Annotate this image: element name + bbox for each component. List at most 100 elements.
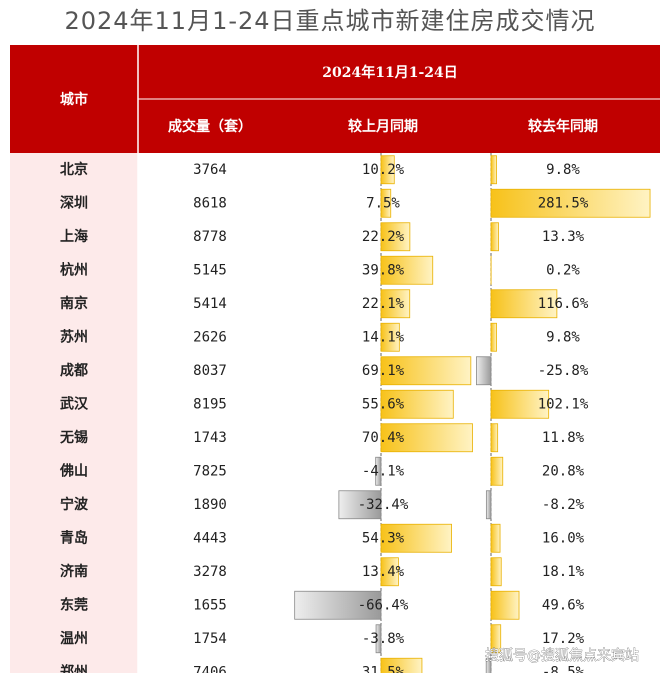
data-bar: [490, 456, 504, 486]
data-bar: [380, 523, 452, 553]
percent: -3.8%: [362, 631, 405, 647]
data-bar: [490, 590, 520, 620]
data-bar: [375, 624, 382, 654]
percent: -8.2%: [542, 497, 585, 513]
city: 温州: [60, 631, 88, 647]
percent: -66.4%: [358, 597, 409, 613]
volume: 1743: [193, 430, 227, 446]
percent: -8.5%: [542, 664, 585, 673]
cells: 北京 3764 10.2% 9.8% 深圳 8618 7.5% 281.5% 上海 8778 22.…: [59, 161, 589, 673]
percent: -32.4%: [358, 497, 409, 513]
percent: 0.2%: [546, 262, 580, 278]
city-column-bg: [10, 153, 138, 673]
volume: 1754: [193, 631, 227, 647]
volume: 8195: [193, 396, 227, 412]
percent: 9.8%: [546, 329, 580, 345]
percent: 13.4%: [362, 564, 405, 580]
volume: 3278: [193, 564, 227, 580]
percent: 22.2%: [362, 229, 405, 245]
city: 无锡: [59, 429, 88, 446]
volume: 1890: [193, 497, 227, 513]
city: 武汉: [60, 395, 89, 412]
volume: 7825: [193, 463, 227, 479]
percent: 13.3%: [542, 229, 585, 245]
percent: 55.6%: [362, 396, 405, 412]
city: 深圳: [60, 194, 88, 211]
percent: 10.2%: [362, 162, 405, 178]
percent: 17.2%: [542, 631, 585, 647]
volume: 8037: [193, 363, 227, 379]
column-header: 较去年同期: [528, 118, 598, 135]
percent: -4.1%: [362, 463, 405, 479]
data-bar: [490, 289, 558, 319]
percent: 18.1%: [542, 564, 585, 580]
percent: 39.8%: [362, 262, 405, 278]
volume: 5414: [193, 296, 227, 312]
data-bar: [338, 490, 382, 520]
data-bar: [380, 155, 395, 185]
city: 北京: [60, 161, 88, 178]
data-bar: [490, 624, 502, 654]
percent: 69.1%: [362, 363, 405, 379]
percent: 54.3%: [362, 530, 405, 546]
percent: 20.8%: [542, 463, 585, 479]
bars: [294, 155, 651, 673]
percent: 16.0%: [542, 530, 585, 546]
percent: 14.1%: [362, 329, 405, 345]
data-bar: [490, 155, 497, 185]
data-bar: [490, 523, 501, 553]
volume: 1655: [193, 597, 227, 613]
data-bar: [380, 255, 434, 285]
percent: 9.8%: [546, 162, 580, 178]
city: 青岛: [60, 529, 88, 546]
data-bar: [375, 456, 382, 486]
percent: 11.8%: [542, 430, 585, 446]
period-header: 2024年11月1-24日: [322, 64, 457, 81]
data-bar: [380, 289, 411, 319]
percent: 22.1%: [362, 296, 405, 312]
data-bar: [380, 188, 392, 218]
data-bar: [490, 222, 499, 252]
city: 东莞: [60, 596, 88, 613]
data-bar: [490, 389, 550, 419]
data-bar: [490, 322, 497, 352]
percent: 70.4%: [362, 430, 405, 446]
volume: 2626: [193, 329, 227, 345]
data-bar: [485, 657, 492, 673]
volume: 8618: [193, 195, 227, 211]
city-header: 城市: [60, 91, 88, 108]
volume: 8778: [193, 229, 227, 245]
percent: 281.5%: [538, 195, 589, 211]
percent: 116.6%: [538, 296, 589, 312]
data-bar: [380, 356, 472, 386]
data-bar: [380, 423, 473, 453]
city: 宁波: [60, 496, 89, 513]
percent: -25.8%: [538, 363, 589, 379]
city: 南京: [60, 295, 88, 312]
percent: 102.1%: [538, 396, 589, 412]
percent: 31.5%: [362, 664, 405, 673]
percent: 7.5%: [366, 195, 400, 211]
data-bar: [476, 356, 492, 386]
volume: 5145: [193, 262, 227, 278]
city: 苏州: [60, 328, 88, 345]
city: 成都: [60, 362, 88, 379]
data-bar: [294, 590, 382, 620]
data-bar: [490, 423, 499, 453]
title: 2024年11月1-24日重点城市新建住房成交情况: [64, 7, 595, 35]
city: 上海: [60, 228, 88, 245]
data-bar: [380, 657, 423, 673]
percent: 49.6%: [542, 597, 585, 613]
data-bar: [490, 188, 651, 218]
data-bar: [380, 222, 411, 252]
data-bar: [380, 322, 400, 352]
data-bar: [485, 490, 492, 520]
city: 济南: [60, 563, 88, 580]
volume: 7406: [193, 664, 227, 673]
city: 杭州: [60, 261, 88, 278]
volume: 4443: [193, 530, 227, 546]
column-header: 成交量（套）: [168, 118, 252, 135]
volume: 3764: [193, 162, 227, 178]
data-bar: [490, 557, 502, 587]
